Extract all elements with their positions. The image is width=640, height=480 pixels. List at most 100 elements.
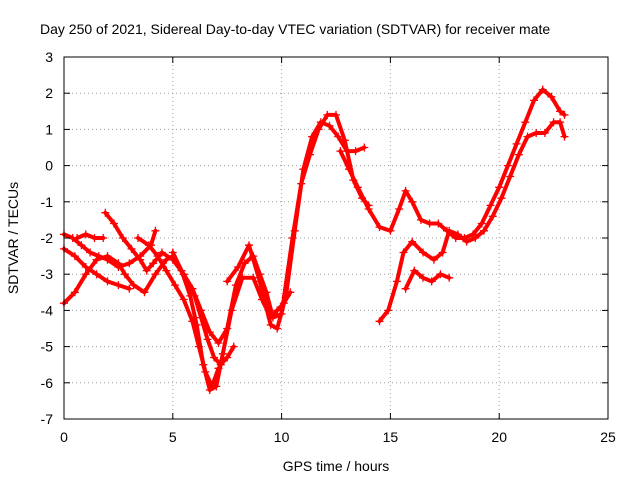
data-point	[540, 129, 549, 137]
data-point	[129, 281, 138, 290]
data-point	[325, 121, 334, 130]
data-point	[73, 234, 82, 242]
data-point	[229, 342, 238, 351]
data-point	[273, 324, 282, 333]
data-point	[353, 183, 362, 192]
data-point	[560, 110, 569, 119]
data-point	[266, 320, 275, 329]
y-tick-label: -1	[41, 194, 54, 210]
data-point	[192, 320, 201, 329]
y-tick-label: -3	[41, 266, 54, 282]
data-point	[497, 194, 506, 203]
y-tick-label: -7	[41, 411, 54, 427]
data-point	[488, 212, 497, 221]
data-point	[419, 248, 427, 257]
x-tick-label: 20	[491, 429, 507, 445]
data-point	[81, 263, 90, 271]
data-point	[532, 129, 541, 137]
data-point	[495, 183, 504, 192]
data-point	[556, 107, 565, 116]
data-point	[92, 255, 101, 264]
y-tick-label: 1	[45, 121, 53, 137]
data-point	[392, 277, 401, 286]
data-point	[399, 248, 408, 257]
series-line	[75, 232, 106, 240]
data-point	[512, 139, 521, 148]
data-point	[168, 248, 177, 257]
data-point	[77, 241, 86, 250]
data-point	[290, 226, 299, 235]
data-point	[120, 270, 129, 279]
data-point	[514, 150, 523, 159]
data-point	[453, 230, 462, 239]
data-point	[360, 143, 369, 152]
data-point	[136, 255, 145, 264]
series-line	[62, 254, 175, 306]
data-point	[223, 324, 232, 333]
data-point	[103, 277, 112, 286]
data-point	[425, 219, 434, 228]
data-point	[153, 252, 162, 261]
data-point	[218, 349, 227, 358]
data-point	[395, 205, 404, 213]
x-tick-label: 25	[600, 429, 616, 445]
data-point	[401, 284, 410, 293]
data-point	[445, 273, 454, 282]
data-point	[401, 186, 410, 195]
data-point	[530, 96, 538, 105]
data-point	[429, 255, 438, 264]
data-point	[434, 219, 443, 228]
series-arc-12	[401, 266, 454, 293]
y-tick-label: -5	[41, 339, 54, 355]
data-point	[144, 241, 153, 250]
series-arc-2	[60, 252, 177, 308]
data-point	[81, 230, 90, 239]
data-point	[336, 147, 345, 156]
data-point	[151, 226, 160, 235]
data-point	[556, 118, 565, 127]
data-point	[249, 273, 258, 282]
data-point	[334, 132, 343, 141]
data-point	[560, 132, 569, 141]
data-point	[438, 248, 447, 257]
data-point	[308, 132, 317, 141]
data-point	[416, 215, 425, 224]
x-tick-label: 5	[169, 429, 177, 445]
data-point	[364, 205, 373, 213]
data-point	[205, 328, 214, 337]
data-point	[118, 234, 127, 242]
data-point	[186, 291, 195, 300]
data-point	[323, 110, 332, 119]
y-tick-label: 3	[45, 49, 53, 65]
data-point	[205, 386, 214, 394]
y-tick-label: 2	[45, 85, 53, 101]
data-point	[140, 288, 149, 297]
data-point	[445, 226, 454, 235]
data-point	[70, 252, 79, 261]
data-point	[299, 165, 308, 174]
x-tick-label: 10	[274, 429, 290, 445]
data-point	[477, 219, 486, 228]
data-point	[547, 92, 556, 101]
data-point	[70, 288, 79, 297]
x-tick-label: 0	[60, 429, 68, 445]
data-point	[101, 208, 110, 217]
data-point	[486, 201, 495, 210]
data-point	[419, 273, 427, 282]
data-point	[386, 226, 395, 235]
data-point	[332, 110, 340, 119]
data-point	[149, 259, 158, 268]
data-point	[203, 335, 212, 344]
data-point	[384, 306, 393, 315]
data-point	[114, 281, 123, 290]
series-arc-4	[73, 230, 108, 242]
data-point	[521, 118, 530, 127]
grid-lines	[64, 57, 608, 419]
data-point	[81, 270, 90, 279]
data-point	[90, 234, 99, 242]
data-point	[351, 147, 360, 156]
data-point	[179, 295, 188, 304]
data-point	[375, 223, 384, 232]
